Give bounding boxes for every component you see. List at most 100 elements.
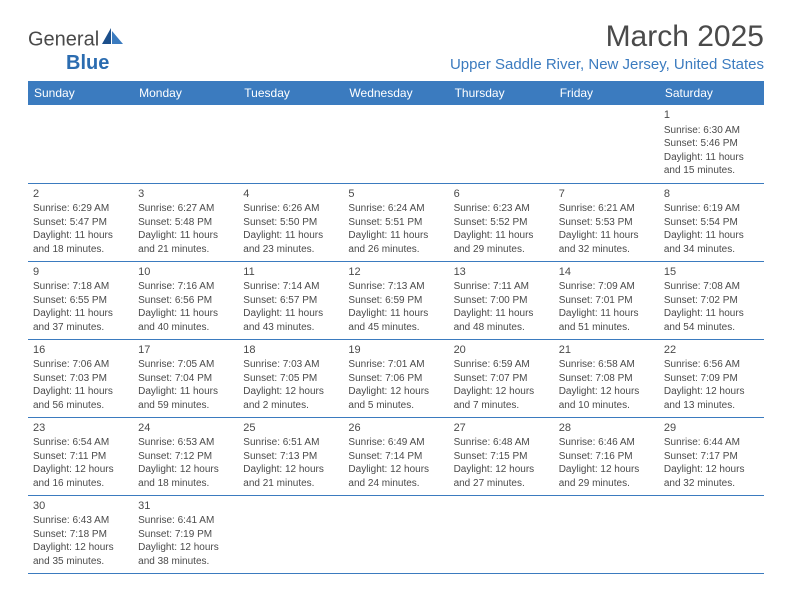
day-number: 4 xyxy=(243,187,338,202)
daylight-text: Daylight: 12 hours xyxy=(454,463,549,477)
daylight-text: and 18 minutes. xyxy=(33,243,128,257)
calendar-week-row: 30Sunrise: 6:43 AMSunset: 7:18 PMDayligh… xyxy=(28,495,764,573)
sunrise-text: Sunrise: 6:44 AM xyxy=(664,436,759,450)
logo-text: GeneralBlue xyxy=(28,28,124,75)
day-number: 13 xyxy=(454,265,549,280)
calendar-day-cell: 20Sunrise: 6:59 AMSunset: 7:07 PMDayligh… xyxy=(449,339,554,417)
sunrise-text: Sunrise: 7:11 AM xyxy=(454,280,549,294)
sunset-text: Sunset: 7:07 PM xyxy=(454,372,549,386)
day-number: 22 xyxy=(664,343,759,358)
day-header: Tuesday xyxy=(238,81,343,105)
sunrise-text: Sunrise: 7:16 AM xyxy=(138,280,233,294)
sunset-text: Sunset: 5:54 PM xyxy=(664,216,759,230)
daylight-text: Daylight: 11 hours xyxy=(664,151,759,165)
sunset-text: Sunset: 7:05 PM xyxy=(243,372,338,386)
calendar-day-cell: 28Sunrise: 6:46 AMSunset: 7:16 PMDayligh… xyxy=(554,417,659,495)
calendar-empty-cell xyxy=(659,495,764,573)
daylight-text: Daylight: 11 hours xyxy=(138,307,233,321)
sunset-text: Sunset: 7:14 PM xyxy=(348,450,443,464)
sunset-text: Sunset: 7:12 PM xyxy=(138,450,233,464)
daylight-text: Daylight: 11 hours xyxy=(664,229,759,243)
sunrise-text: Sunrise: 6:51 AM xyxy=(243,436,338,450)
day-number: 23 xyxy=(33,421,128,436)
daylight-text: Daylight: 11 hours xyxy=(33,385,128,399)
daylight-text: and 35 minutes. xyxy=(33,555,128,569)
calendar-empty-cell xyxy=(343,495,448,573)
sunset-text: Sunset: 7:01 PM xyxy=(559,294,654,308)
sunrise-text: Sunrise: 6:54 AM xyxy=(33,436,128,450)
sunrise-text: Sunrise: 6:46 AM xyxy=(559,436,654,450)
day-number: 30 xyxy=(33,499,128,514)
calendar-day-cell: 18Sunrise: 7:03 AMSunset: 7:05 PMDayligh… xyxy=(238,339,343,417)
sunset-text: Sunset: 7:11 PM xyxy=(33,450,128,464)
day-number: 19 xyxy=(348,343,443,358)
sunrise-text: Sunrise: 7:14 AM xyxy=(243,280,338,294)
calendar-day-cell: 26Sunrise: 6:49 AMSunset: 7:14 PMDayligh… xyxy=(343,417,448,495)
daylight-text: and 45 minutes. xyxy=(348,321,443,335)
daylight-text: Daylight: 12 hours xyxy=(138,463,233,477)
sunset-text: Sunset: 6:55 PM xyxy=(33,294,128,308)
day-number: 21 xyxy=(559,343,654,358)
daylight-text: and 26 minutes. xyxy=(348,243,443,257)
daylight-text: Daylight: 11 hours xyxy=(559,229,654,243)
sunset-text: Sunset: 7:02 PM xyxy=(664,294,759,308)
daylight-text: Daylight: 12 hours xyxy=(33,541,128,555)
day-number: 3 xyxy=(138,187,233,202)
daylight-text: and 5 minutes. xyxy=(348,399,443,413)
calendar-day-cell: 14Sunrise: 7:09 AMSunset: 7:01 PMDayligh… xyxy=(554,261,659,339)
sunset-text: Sunset: 7:18 PM xyxy=(33,528,128,542)
sunset-text: Sunset: 7:03 PM xyxy=(33,372,128,386)
day-number: 25 xyxy=(243,421,338,436)
day-header: Monday xyxy=(133,81,238,105)
daylight-text: and 29 minutes. xyxy=(559,477,654,491)
daylight-text: and 38 minutes. xyxy=(138,555,233,569)
calendar-table: Sunday Monday Tuesday Wednesday Thursday… xyxy=(28,81,764,574)
daylight-text: Daylight: 11 hours xyxy=(33,229,128,243)
calendar-empty-cell xyxy=(238,105,343,183)
calendar-empty-cell xyxy=(554,495,659,573)
daylight-text: and 24 minutes. xyxy=(348,477,443,491)
daylight-text: and 34 minutes. xyxy=(664,243,759,257)
daylight-text: Daylight: 11 hours xyxy=(243,307,338,321)
calendar-week-row: 9Sunrise: 7:18 AMSunset: 6:55 PMDaylight… xyxy=(28,261,764,339)
sunset-text: Sunset: 5:52 PM xyxy=(454,216,549,230)
daylight-text: and 21 minutes. xyxy=(243,477,338,491)
calendar-day-cell: 25Sunrise: 6:51 AMSunset: 7:13 PMDayligh… xyxy=(238,417,343,495)
calendar-day-cell: 30Sunrise: 6:43 AMSunset: 7:18 PMDayligh… xyxy=(28,495,133,573)
daylight-text: and 40 minutes. xyxy=(138,321,233,335)
daylight-text: Daylight: 11 hours xyxy=(243,229,338,243)
daylight-text: and 37 minutes. xyxy=(33,321,128,335)
daylight-text: and 32 minutes. xyxy=(664,477,759,491)
calendar-week-row: 2Sunrise: 6:29 AMSunset: 5:47 PMDaylight… xyxy=(28,183,764,261)
daylight-text: Daylight: 12 hours xyxy=(348,463,443,477)
sunrise-text: Sunrise: 6:27 AM xyxy=(138,202,233,216)
day-number: 1 xyxy=(664,108,759,123)
daylight-text: and 54 minutes. xyxy=(664,321,759,335)
daylight-text: and 56 minutes. xyxy=(33,399,128,413)
sunrise-text: Sunrise: 7:08 AM xyxy=(664,280,759,294)
calendar-empty-cell xyxy=(28,105,133,183)
day-number: 10 xyxy=(138,265,233,280)
day-header: Sunday xyxy=(28,81,133,105)
sunrise-text: Sunrise: 6:56 AM xyxy=(664,358,759,372)
calendar-day-cell: 15Sunrise: 7:08 AMSunset: 7:02 PMDayligh… xyxy=(659,261,764,339)
day-number: 2 xyxy=(33,187,128,202)
daylight-text: Daylight: 11 hours xyxy=(664,307,759,321)
day-number: 11 xyxy=(243,265,338,280)
logo-part1: General xyxy=(28,28,99,50)
calendar-day-cell: 16Sunrise: 7:06 AMSunset: 7:03 PMDayligh… xyxy=(28,339,133,417)
sunrise-text: Sunrise: 7:09 AM xyxy=(559,280,654,294)
calendar-day-cell: 24Sunrise: 6:53 AMSunset: 7:12 PMDayligh… xyxy=(133,417,238,495)
day-number: 28 xyxy=(559,421,654,436)
sunset-text: Sunset: 5:46 PM xyxy=(664,137,759,151)
day-number: 8 xyxy=(664,187,759,202)
sunset-text: Sunset: 5:48 PM xyxy=(138,216,233,230)
day-number: 31 xyxy=(138,499,233,514)
sunset-text: Sunset: 7:00 PM xyxy=(454,294,549,308)
sunset-text: Sunset: 6:59 PM xyxy=(348,294,443,308)
day-number: 6 xyxy=(454,187,549,202)
calendar-day-cell: 5Sunrise: 6:24 AMSunset: 5:51 PMDaylight… xyxy=(343,183,448,261)
daylight-text: and 43 minutes. xyxy=(243,321,338,335)
daylight-text: Daylight: 12 hours xyxy=(559,463,654,477)
daylight-text: Daylight: 12 hours xyxy=(243,463,338,477)
